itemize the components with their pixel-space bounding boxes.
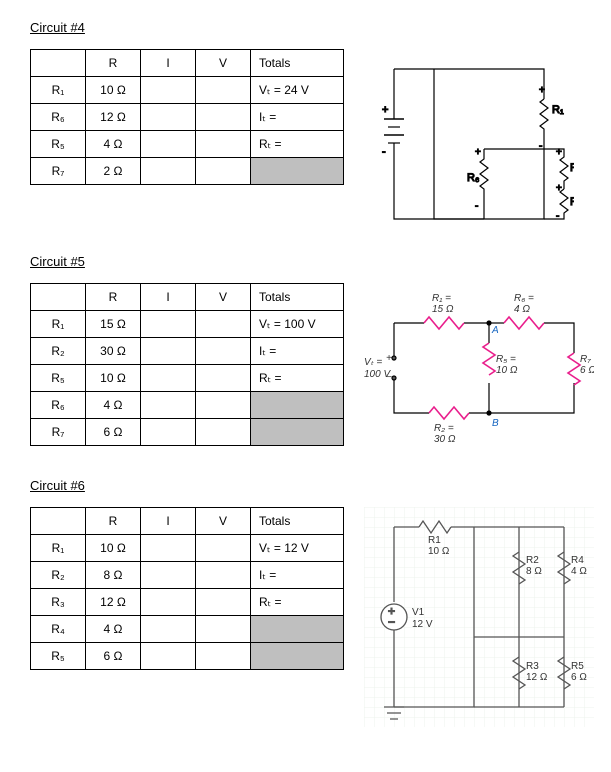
table-row: R₁10 ΩVₜ = 12 V [31,535,344,562]
table-row: R₃12 ΩRₜ = [31,589,344,616]
svg-text:10 Ω: 10 Ω [496,365,518,376]
circuit-5-table: R I V Totals R₁15 ΩVₜ = 100 V R₂30 ΩIₜ =… [30,283,344,446]
svg-text:R₇: R₇ [570,196,574,208]
circuit-5-title: Circuit #5 [30,254,581,269]
svg-text:6 Ω: 6 Ω [571,672,587,683]
svg-text:15 Ω: 15 Ω [432,304,454,315]
svg-text:R1: R1 [428,535,441,546]
svg-text:R4: R4 [571,555,584,566]
table-row: R₂8 ΩIₜ = [31,562,344,589]
table-row: R₇6 Ω [31,419,344,446]
svg-text:R₂ =: R₂ = [434,423,454,434]
svg-text:+: + [475,147,481,158]
circuit-6: Circuit #6 R I V Totals R₁10 ΩVₜ = 12 V … [30,478,581,730]
table-row: R₆4 Ω [31,392,344,419]
svg-text:R₁: R₁ [552,104,564,116]
col-totals: Totals [251,50,344,77]
svg-text:30 Ω: 30 Ω [434,434,456,445]
svg-text:12 V: 12 V [412,619,433,630]
svg-text:R3: R3 [526,661,539,672]
table-row: R₄4 Ω [31,616,344,643]
circuit-6-diagram: + − [364,507,594,730]
col-I: I [141,50,196,77]
svg-text:R5: R5 [571,661,584,672]
svg-text:R2: R2 [526,555,539,566]
circuit-4: Circuit #4 R I V Totals R₁ 10 Ω Vₜ = 24 … [30,20,581,232]
svg-text:6 Ω: 6 Ω [580,365,594,376]
svg-text:R₇ =: R₇ = [580,354,594,365]
table-row: R₅ 4 Ω Rₜ = [31,131,344,158]
table-row: R₂30 ΩIₜ = [31,338,344,365]
table-row: R₁15 ΩVₜ = 100 V [31,311,344,338]
table-row: R₇ 2 Ω [31,158,344,185]
circuit-5: Circuit #5 R I V Totals R₁15 ΩVₜ = 100 V… [30,254,581,456]
circuit-4-table: R I V Totals R₁ 10 Ω Vₜ = 24 V R₆ 12 Ω I… [30,49,344,185]
col-V: V [196,50,251,77]
table-row: R₆ 12 Ω Iₜ = [31,104,344,131]
col-R: R [86,50,141,77]
svg-text:-: - [539,141,542,152]
svg-text:+: + [382,104,388,116]
svg-text:10 Ω: 10 Ω [428,546,450,557]
svg-text:+: + [556,147,562,158]
svg-text:V1: V1 [412,607,425,618]
svg-text:8 Ω: 8 Ω [526,566,542,577]
svg-text:+: + [556,183,562,194]
circuit-5-diagram: R₁ = 15 Ω R₆ = 4 Ω R₇ = 6 Ω R₅ = 10 Ω R₂… [364,283,594,456]
svg-text:R₅: R₅ [570,162,574,174]
svg-text:-: - [475,201,478,212]
table-row: R₁ 10 Ω Vₜ = 24 V [31,77,344,104]
svg-text:B: B [492,418,499,429]
svg-text:-: - [382,146,386,158]
svg-text:4 Ω: 4 Ω [571,566,587,577]
table-row: R₅6 Ω [31,643,344,670]
svg-text:4 Ω: 4 Ω [514,304,530,315]
circuit-4-diagram: R₁ + - + - [364,49,574,232]
svg-text:+: + [539,85,545,96]
svg-text:+: + [386,353,392,364]
svg-text:R₆ =: R₆ = [514,293,534,304]
svg-text:R₁ =: R₁ = [432,293,451,304]
svg-text:−: − [388,615,395,629]
svg-text:Vₜ =: Vₜ = [364,357,382,368]
svg-text:12 Ω: 12 Ω [526,672,548,683]
col-blank [31,50,86,77]
svg-text:A: A [491,325,499,336]
svg-text:−: − [386,372,392,383]
circuit-6-table: R I V Totals R₁10 ΩVₜ = 12 V R₂8 ΩIₜ = R… [30,507,344,670]
svg-text:-: - [556,211,559,222]
table-row: R₅10 ΩRₜ = [31,365,344,392]
svg-text:R₆: R₆ [467,172,479,184]
circuit-4-title: Circuit #4 [30,20,581,35]
svg-text:R₅ =: R₅ = [496,354,516,365]
circuit-6-title: Circuit #6 [30,478,581,493]
